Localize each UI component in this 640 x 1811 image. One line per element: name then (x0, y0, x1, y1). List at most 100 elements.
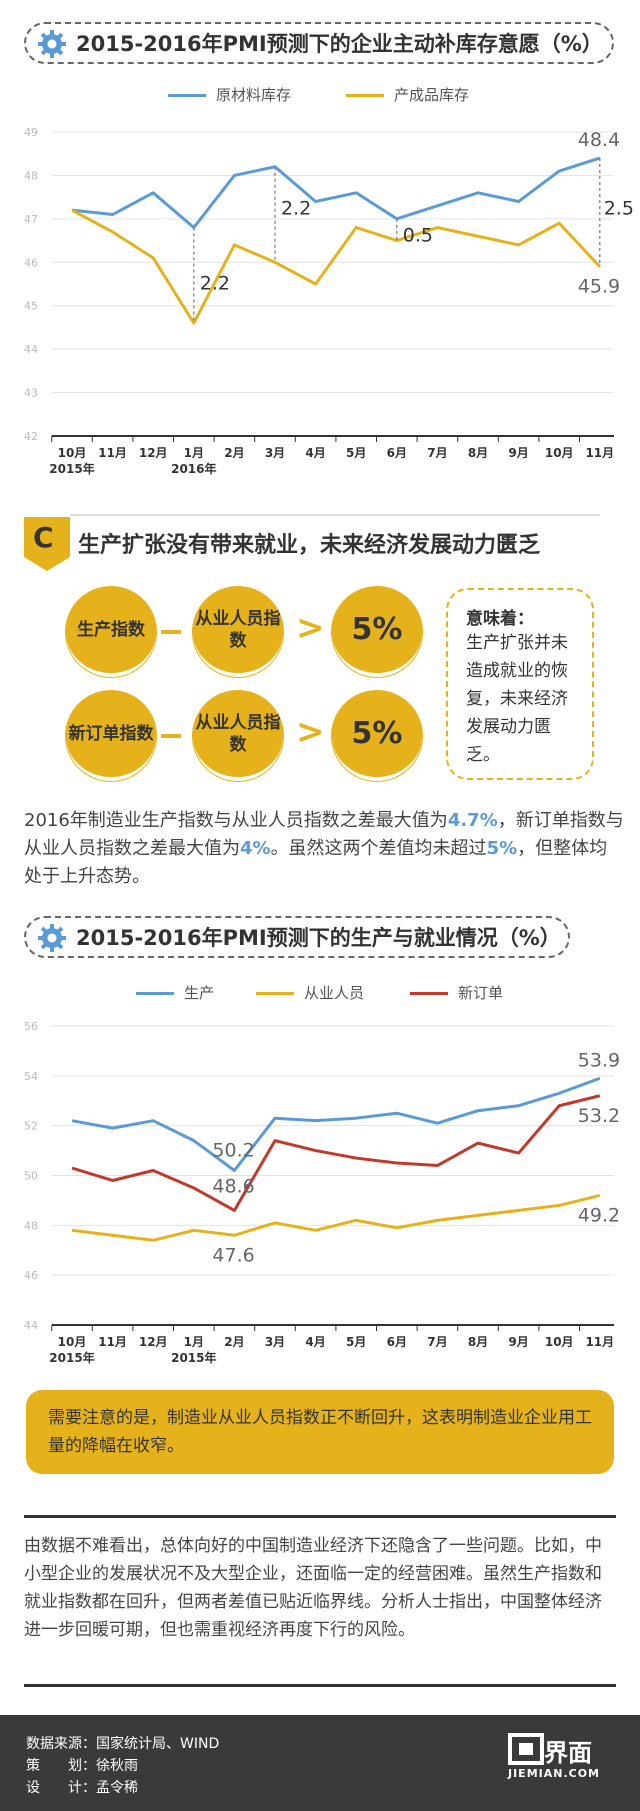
legend-label: 原材料库存 (216, 86, 292, 104)
gap-label: 2.2 (200, 272, 230, 294)
end-label-finished: 45.9 (578, 276, 620, 298)
chart2-legend-new-orders: 新订单 (410, 982, 503, 1003)
logo-sub: JIEMIAN.COM (508, 1767, 601, 1780)
difference-paragraph: 2016年制造业生产指数与从业人员指数之差最大值为4.7%，新订单指数与从业人员… (24, 807, 624, 891)
y-tick-label: 48 (24, 169, 38, 182)
x-tick-label: 7月 (427, 1335, 447, 1349)
x-tick-label: 7月 (427, 446, 447, 460)
x-tick-label: 5月 (346, 446, 366, 460)
section-c-letter: C (33, 521, 54, 554)
x-tick-label: 6月 (387, 1335, 407, 1349)
y-tick-label: 49 (24, 126, 38, 139)
x-tick-label: 12月 (139, 446, 168, 460)
year-label: 2016年 (171, 461, 216, 476)
greater-than-sign: > (296, 608, 325, 648)
y-tick-label: 54 (24, 1070, 38, 1083)
section-c-title: 生产扩张没有带来就业，未来经济发展动力匮乏 (78, 533, 541, 558)
legend-swatch (346, 94, 384, 97)
gear-icon (38, 30, 66, 58)
y-tick-label: 56 (24, 1020, 38, 1033)
y-tick-label: 42 (24, 430, 38, 443)
y-tick-label: 52 (24, 1120, 38, 1133)
series-line-2 (71, 1193, 601, 1242)
data-source: 数据来源：国家统计局、WIND (26, 1736, 220, 1752)
section-c-badge (24, 517, 70, 571)
x-tick-label: 11月 (585, 446, 614, 460)
y-tick-label: 46 (24, 256, 38, 269)
employment-index-circle: 从业人员指数 (193, 587, 283, 677)
annotation-employment-low: 47.6 (212, 1244, 254, 1266)
meaning-title: 意味着： (466, 609, 534, 629)
x-tick-label: 3月 (265, 1335, 285, 1349)
chart2-plot: 44 46 48 50 52 54 56 10月 11月 12月 1月 2月 3月 4月 5月 6月 7月 8月 9… (24, 1020, 620, 1365)
chart2-title: 2015-2016年PMI预测下的生产与就业情况（%） (76, 926, 561, 950)
minus-sign (161, 734, 181, 738)
note-box: 需要注意的是，制造业从业人员指数正不断回升，这表明制造业企业用工量的降幅在收窄。 (26, 1390, 614, 1474)
x-tick-label: 10月 (58, 1335, 87, 1349)
chart1-legend-finished: 产成品库存 (346, 84, 469, 105)
legend-swatch (168, 94, 206, 97)
year-label: 2015年 (49, 1350, 94, 1365)
legend-label: 产成品库存 (394, 86, 470, 104)
annotation-production-low: 50.2 (212, 1140, 254, 1162)
minus-sign (161, 630, 181, 634)
chart2-legend-production: 生产 (136, 982, 214, 1003)
planner: 策 划：徐秋雨 (26, 1758, 138, 1774)
annotation-neworders-low: 48.6 (212, 1175, 254, 1197)
new-orders-index-circle: 新订单指数 (66, 691, 156, 781)
x-tick-label: 11月 (98, 1335, 127, 1349)
series-line-3 (71, 1094, 601, 1212)
x-tick-label: 1月 (184, 446, 204, 460)
x-tick-label: 4月 (305, 446, 325, 460)
x-tick-label: 1月 (184, 1335, 204, 1349)
end-label-production: 53.9 (578, 1049, 620, 1071)
x-tick-label: 8月 (468, 446, 488, 460)
chart2-title-pill: 2015-2016年PMI预测下的生产与就业情况（%） (24, 916, 570, 958)
x-tick-label: 11月 (585, 1335, 614, 1349)
y-tick-label: 45 (24, 300, 38, 313)
x-tick-label: 2月 (224, 1335, 244, 1349)
legend-label: 从业人员 (304, 984, 365, 1002)
x-tick-label: 4月 (305, 1335, 325, 1349)
gear-icon (38, 924, 66, 952)
x-tick-label: 2月 (224, 446, 244, 460)
series-line-1 (71, 156, 601, 230)
chart1-plot: 42 43 44 45 46 47 48 49 10月 11月 12月 1月 2月 3月 4月 5月 6月 7月 8… (24, 126, 634, 476)
x-tick-label: 9月 (508, 1335, 528, 1349)
end-label-neworders: 53.2 (578, 1105, 620, 1127)
divider-bottom (24, 1684, 616, 1687)
y-tick-label: 48 (24, 1219, 38, 1232)
gap-label: 0.5 (403, 225, 433, 247)
text: 。虽然这两个差值均未超过 (270, 838, 487, 859)
chart1-legend-raw: 原材料库存 (168, 84, 291, 105)
x-tick-label: 12月 (139, 1335, 168, 1349)
x-tick-label: 5月 (346, 1335, 366, 1349)
series-line-2 (71, 208, 601, 325)
text: ，但整体均处于上升态势。 (24, 838, 608, 887)
threshold-circle: 5% (332, 691, 422, 781)
end-label-employment: 49.2 (578, 1204, 620, 1226)
highlight-value: 4.7% (447, 810, 498, 831)
meaning-box: 意味着： 生产扩张并未造成就业的恢复，未来经济发展动力匮乏。 (446, 588, 594, 780)
meaning-body: 生产扩张并未造成就业的恢复，未来经济发展动力匮乏。 (466, 633, 568, 765)
highlight-value: 4% (240, 838, 271, 859)
chart1-title-pill: 2015-2016年PMI预测下的企业主动补库存意愿（%） (24, 22, 614, 64)
highlight-value: 5% (486, 838, 518, 859)
gap-label: 2.5 (604, 197, 634, 219)
legend-label: 新订单 (458, 984, 504, 1002)
x-tick-label: 3月 (265, 446, 285, 460)
y-tick-label: 46 (24, 1269, 38, 1282)
y-tick-label: 43 (24, 387, 38, 400)
text: ，新订单指数与从业人员指数之差最大值为 (24, 810, 624, 859)
x-tick-label: 10月 (58, 446, 87, 460)
conclusion-paragraph: 由数据不难看出，总体向好的中国制造业经济下还隐含了一些问题。比如，中小型企业的发… (24, 1536, 602, 1640)
x-tick-label: 9月 (508, 446, 528, 460)
year-label: 2015年 (49, 461, 94, 476)
y-tick-label: 44 (24, 343, 38, 356)
end-label-raw: 48.4 (578, 129, 620, 151)
jiemian-logo-icon (508, 1733, 544, 1765)
legend-label: 生产 (184, 984, 215, 1002)
legend-swatch (410, 992, 448, 995)
gap-label: 2.2 (281, 198, 311, 220)
x-tick-label: 11月 (98, 446, 127, 460)
